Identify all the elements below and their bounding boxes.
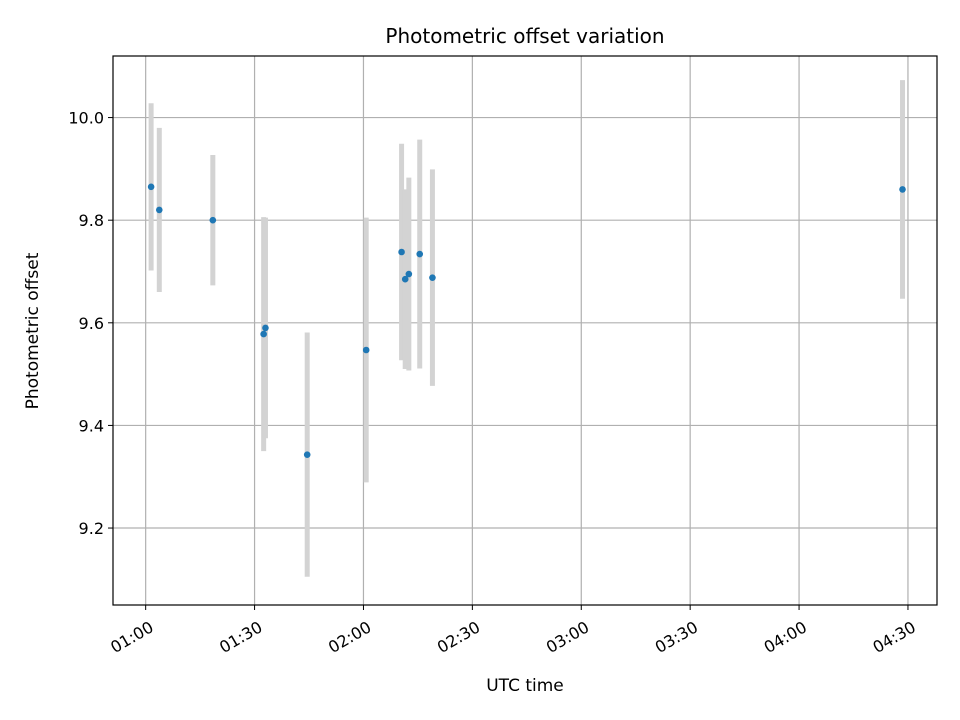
data-point [303, 451, 311, 458]
x-tick-label: 01:00 [107, 617, 156, 657]
grid [113, 56, 937, 605]
x-tick-label: 01:30 [216, 617, 265, 657]
data-point [899, 186, 906, 193]
y-tick-label: 9.4 [79, 416, 104, 435]
data-point [262, 324, 269, 332]
y-axis-title: Photometric offset [23, 252, 43, 409]
x-axis-title: UTC time [486, 676, 564, 696]
data-points [147, 183, 906, 458]
data-point [429, 274, 436, 281]
data-point [147, 183, 155, 191]
data-point [155, 206, 163, 214]
chart-title: Photometric offset variation [385, 24, 664, 48]
plot-frame [112, 55, 938, 606]
data-point [398, 248, 405, 256]
data-point [362, 346, 370, 354]
data-point [401, 275, 409, 283]
data-point [260, 330, 267, 338]
data-point [416, 250, 424, 258]
x-tick-label: 02:00 [325, 617, 374, 657]
y-tick-label: 9.8 [79, 211, 104, 230]
data-point [209, 216, 217, 224]
data-point [405, 270, 413, 278]
x-tick-label: 02:30 [434, 617, 483, 657]
x-tick-label: 03:00 [543, 617, 592, 657]
x-tick-label: 04:00 [761, 617, 810, 657]
ticks: 01:00 01:30 02:00 02:30 03:00 03:30 04:00 04:30… [68, 109, 919, 657]
y-tick-label: 10.0 [68, 109, 104, 128]
y-tick-label: 9.6 [79, 314, 104, 333]
x-tick-label: 04:30 [870, 617, 919, 657]
y-tick-label: 9.2 [79, 519, 104, 538]
x-tick-label: 03:30 [652, 617, 701, 657]
